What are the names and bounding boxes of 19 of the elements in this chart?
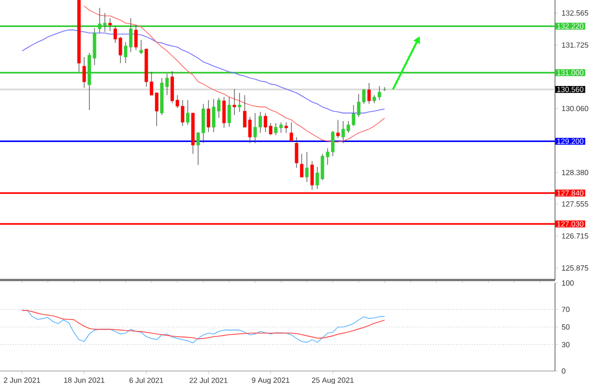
candlestick <box>108 18 112 32</box>
candlestick <box>222 96 226 128</box>
candlestick <box>300 154 304 178</box>
candlestick <box>232 88 236 116</box>
candlestick <box>336 120 340 139</box>
candlestick <box>290 122 294 142</box>
candlestick <box>238 92 242 112</box>
candlestick <box>134 24 138 50</box>
candlestick <box>367 82 371 104</box>
candlestick <box>82 56 86 88</box>
candlestick <box>186 100 190 126</box>
candlestick <box>310 160 314 190</box>
candlestick <box>294 136 298 168</box>
candlestick <box>305 152 309 182</box>
candlestick <box>180 100 184 126</box>
candlestick <box>139 40 143 54</box>
candlestick <box>228 96 231 128</box>
candlestick <box>284 122 288 134</box>
candlestick <box>206 100 210 132</box>
